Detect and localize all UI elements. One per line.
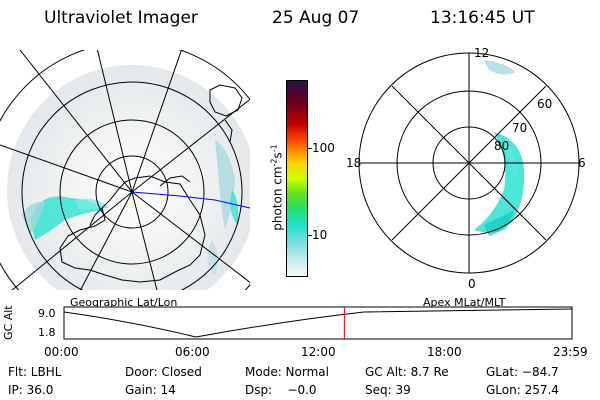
- colorbar-tick-10: 10: [312, 228, 328, 242]
- ip-info: IP: 36.0: [8, 383, 54, 397]
- gc-alt-info: GC Alt: 8.7 Re: [365, 365, 449, 379]
- time-label: 13:16:45 UT: [430, 8, 535, 28]
- geographic-map: [0, 50, 250, 290]
- mlat-label-70: 70: [512, 121, 528, 135]
- door-info: Door: Closed: [125, 365, 202, 379]
- left-panel-caption: Geographic Lat/Lon: [70, 296, 178, 309]
- mode-info: Mode: Normal: [245, 365, 329, 379]
- time-tick-1200: 12:00: [301, 345, 336, 359]
- colorbar-tick-mark: [308, 235, 312, 236]
- aurora-emission-left: [22, 140, 239, 275]
- time-tick-0000: 00:00: [44, 345, 79, 359]
- mlt-label-12: 12: [474, 46, 490, 60]
- altitude-strip-plot: [63, 306, 573, 340]
- satellite-track: [131, 191, 250, 209]
- mlt-label-18: 18: [346, 156, 362, 170]
- filter-info: Flt: LBHL: [8, 365, 62, 379]
- intensity-colorbar: [286, 80, 308, 277]
- latlon-grid: [0, 50, 250, 290]
- date-label: 25 Aug 07: [272, 8, 360, 28]
- coastlines: [59, 84, 243, 283]
- altitude-curve: [63, 308, 573, 338]
- altitude-tick-max: 9.0: [38, 307, 56, 320]
- colorbar-tick-100: 100: [312, 141, 335, 155]
- polar-grid: [358, 52, 580, 274]
- glat-info: GLat: −84.7: [486, 365, 559, 379]
- time-tick-0600: 06:00: [175, 345, 210, 359]
- time-tick-1800: 18:00: [427, 345, 462, 359]
- gain-info: Gain: 14: [125, 383, 176, 397]
- altitude-axis-label: GC Alt: [2, 305, 15, 340]
- dsp-info: Dsp: −0.0: [245, 383, 317, 397]
- seq-info: Seq: 39: [365, 383, 411, 397]
- colorbar-tick-mark: [308, 148, 312, 149]
- time-tick-2359: 23:59: [553, 345, 588, 359]
- instrument-title: Ultraviolet Imager: [44, 8, 198, 28]
- mlat-mlt-plot: [358, 52, 580, 274]
- mlt-label-6: 6: [578, 156, 586, 170]
- glon-info: GLon: 257.4: [486, 383, 559, 397]
- mlt-label-0: 0: [468, 277, 476, 291]
- colorbar-unit-label: photon cm-2s-1: [269, 144, 285, 231]
- mlat-label-80: 80: [494, 139, 510, 153]
- mlat-label-60: 60: [537, 97, 553, 111]
- altitude-tick-min: 1.8: [38, 326, 56, 339]
- right-panel-caption: Apex MLat/MLT: [423, 296, 506, 309]
